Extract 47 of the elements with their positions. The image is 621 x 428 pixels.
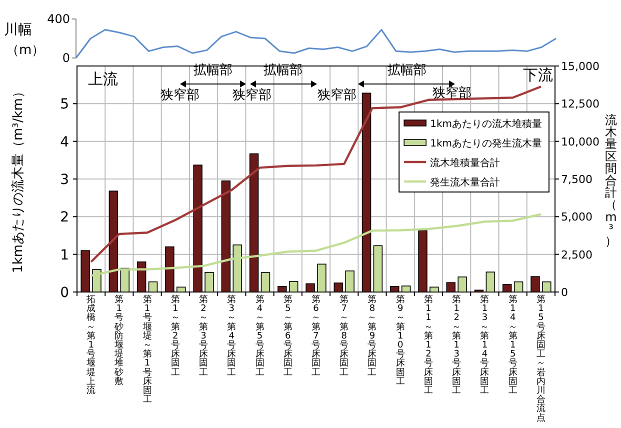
y2-tick-label: 15,000 <box>561 60 600 73</box>
y2-tick-label: 10,000 <box>561 135 600 148</box>
y-tick-label: 2 <box>60 210 69 226</box>
y-tick-label: 3 <box>60 172 69 188</box>
category-label: 第13～第14号床固工 <box>480 295 490 396</box>
y2-tick-label: 5,000 <box>561 210 592 224</box>
annotation: 下流 <box>523 66 553 84</box>
category-label: 第1号砂防堰堤堆砂敷 <box>114 295 124 387</box>
category-label: 第15号床固工～岩内川合流点 <box>536 295 546 424</box>
y-axis-title: 1kmあたりの流木量（m³/km） <box>10 85 26 273</box>
category-label: 第11～第12号床固工 <box>424 295 433 396</box>
category-label: 第14～第15号床固工 <box>508 295 518 396</box>
y-tick-label: 5 <box>60 96 69 113</box>
annotation: 狭窄部 <box>232 88 272 103</box>
y-tick-label: 400 <box>47 12 70 26</box>
y-tick-label: 4 <box>60 134 70 150</box>
legend-label: 1kmあたりの流木堆積量 <box>430 118 542 130</box>
category-label: 第3～第4号床固工 <box>227 295 236 378</box>
legend-label: 1kmあたりの発生流木量 <box>430 138 542 150</box>
legend-label: 発生流木量合計 <box>430 176 500 188</box>
annotation: 狭窄部 <box>160 88 200 103</box>
annotation: 狭窄部 <box>432 86 472 101</box>
y2-tick-label: 0 <box>561 286 568 299</box>
category-label: 第2～第3号床固工 <box>199 295 208 378</box>
y2-tick-label: 2,500 <box>561 248 592 262</box>
y-tick-label: 0 <box>62 51 70 65</box>
annotation: 狭窄部 <box>318 88 356 103</box>
y2-tick-label: 7,500 <box>561 173 592 186</box>
category-label: 第8～第9号床固工 <box>368 295 377 378</box>
category-label: 拓成橋～第1号堰堤上流 <box>86 295 96 396</box>
category-label: 第9～第10号床固工 <box>396 295 405 387</box>
text: 流木量区間合計（m³） <box>605 113 617 248</box>
category-label: 第6～第7号床固工 <box>312 295 320 378</box>
y-tick-label: 1 <box>60 247 69 264</box>
legend-label: 流木堆積量合計 <box>430 157 500 169</box>
category-label: 第1～第2号床固工 <box>170 295 180 378</box>
category-label: 第12～第13号床固工 <box>452 295 462 396</box>
y2-tick-label: 12,500 <box>561 98 600 111</box>
category-label: 第4～第5号床固工 <box>255 295 264 378</box>
category-label: 第1号堰堤～第1号床固工 <box>142 295 152 406</box>
y-axis-title: 川幅（m） <box>4 22 45 58</box>
annotation: 上流 <box>88 70 118 88</box>
category-label: 第7～第8号床固工 <box>340 295 349 378</box>
y-tick-label: 0 <box>60 285 69 301</box>
line-series <box>90 86 542 263</box>
line-series <box>75 28 557 59</box>
category-label: 第5～第6号床固工 <box>283 295 292 378</box>
